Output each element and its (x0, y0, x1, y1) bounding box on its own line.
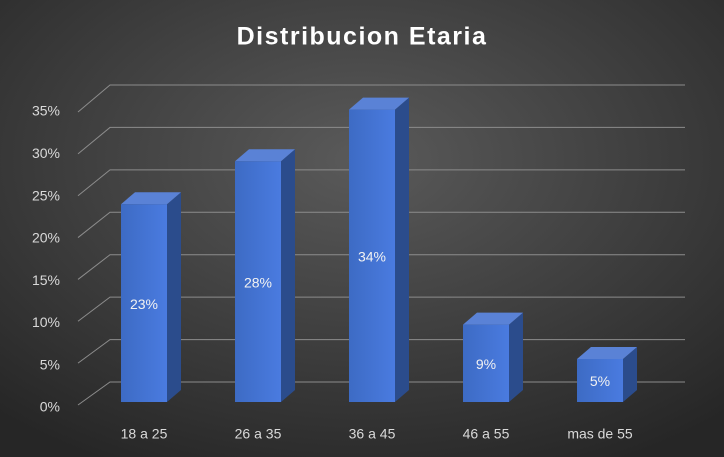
x-tick-label: 26 a 35 (235, 426, 282, 442)
value-label: 34% (358, 249, 386, 265)
value-label: 9% (476, 356, 496, 372)
bar-side (509, 312, 523, 402)
bar-top (577, 347, 637, 359)
x-tick-label: 46 a 55 (463, 426, 510, 442)
x-tick-label: 36 a 45 (349, 426, 396, 442)
bar-front (235, 161, 281, 402)
bar-front (349, 109, 395, 402)
y-tick-label: 35% (32, 103, 60, 119)
grid-line (77, 211, 685, 238)
bar-side (281, 149, 295, 402)
bar-top (121, 192, 181, 205)
grid-line (77, 254, 685, 280)
chart-title: Distribucion Etaria (237, 23, 488, 51)
grid-line (77, 126, 685, 155)
x-tick-label: 18 a 25 (121, 426, 168, 442)
y-tick-label: 20% (32, 230, 60, 246)
bar-side (623, 347, 637, 402)
y-tick-label: 10% (32, 314, 60, 330)
y-tick-label: 30% (32, 145, 60, 161)
bar (577, 347, 637, 402)
bar-top (463, 312, 523, 325)
value-label: 23% (130, 296, 158, 312)
grid-line (77, 169, 685, 197)
bar-front (121, 204, 167, 402)
bar (349, 97, 409, 402)
bar (463, 312, 523, 402)
bar (235, 149, 295, 402)
y-tick-label: 25% (32, 187, 60, 203)
bar-top (235, 149, 295, 162)
y-tick-label: 5% (40, 356, 60, 372)
grid-line (77, 84, 685, 113)
bar-front (577, 359, 623, 402)
grid-line (77, 296, 685, 322)
value-label: 5% (590, 373, 610, 389)
x-tick-label: mas de 55 (567, 426, 633, 442)
bar (121, 192, 181, 402)
bar-side (395, 97, 409, 402)
y-tick-label: 0% (40, 399, 60, 415)
bar-top (349, 97, 409, 110)
y-tick-label: 15% (32, 272, 60, 288)
bar-side (167, 192, 181, 402)
bar-front (463, 324, 509, 402)
value-label: 28% (244, 274, 272, 290)
